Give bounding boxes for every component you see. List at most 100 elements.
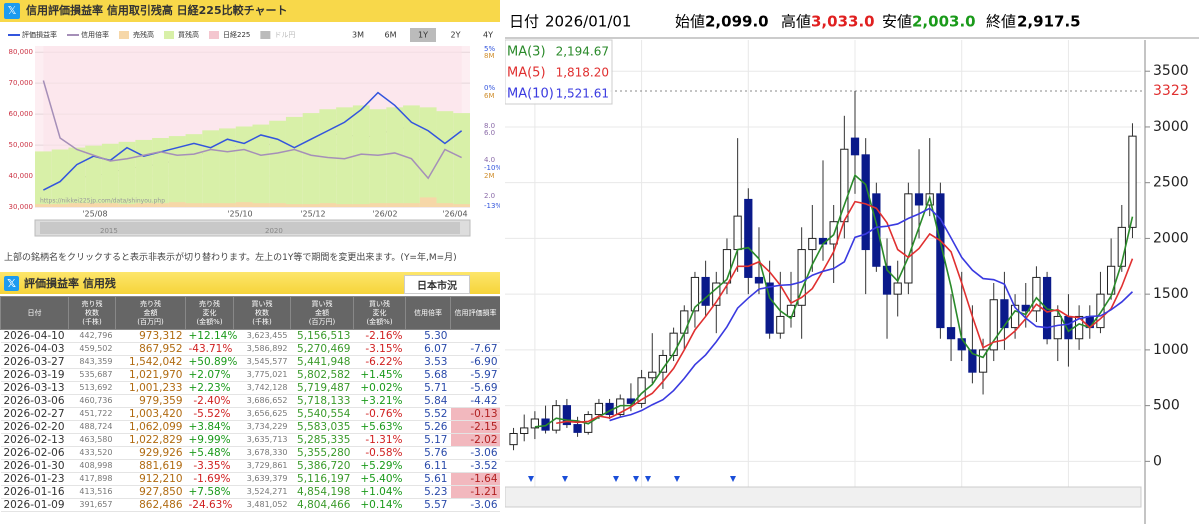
table-cell: 2026-02-13 [0, 433, 69, 447]
range-button[interactable] [377, 28, 404, 42]
right-label: 0% [484, 84, 495, 92]
candle-body [1053, 315, 1062, 340]
column-header-line: 金額 [315, 308, 329, 317]
table-cell: +3.21% [353, 394, 406, 408]
legend-item[interactable]: 日経225 [209, 30, 250, 39]
candle-body [957, 338, 966, 351]
table-cell: 413,516 [68, 485, 116, 499]
table-cell: 3,775,021 [233, 368, 291, 382]
table-cell: 5.52 [405, 407, 451, 421]
table-cell [450, 329, 500, 343]
x-label: '25/12 [300, 210, 325, 219]
column-header-line: 変化 [202, 308, 217, 317]
table-cell: 5,802,582 [290, 368, 354, 382]
table-cell: 463,580 [68, 433, 116, 447]
candle-body [754, 276, 764, 284]
volume-bar [285, 116, 303, 207]
table-cell: -3.15% [353, 342, 406, 356]
column-header-line: 売り残 [81, 299, 103, 308]
candle-body [1000, 299, 1009, 329]
table-cell: 5,386,720 [290, 459, 354, 473]
candle-body [648, 371, 657, 379]
range-button-label: 3M [352, 31, 364, 40]
legend-item[interactable]: 売残高 [119, 30, 154, 39]
x-icon[interactable] [4, 3, 20, 19]
volume-bar [85, 203, 102, 207]
volume-bar [168, 202, 186, 207]
candle-body [904, 193, 913, 284]
legend-label: 日経225 [223, 30, 250, 39]
table-cell: -1.31% [353, 433, 406, 447]
range-button[interactable] [475, 28, 500, 42]
open: 2,099.0 [705, 13, 769, 31]
volume-bar [403, 203, 420, 207]
table-row: 2026-01-16 413,516 927,850 +7.58% 3,524,271 4… [0, 485, 500, 499]
table-cell: 513,692 [68, 381, 116, 395]
legend-item[interactable]: 信用倍率 [67, 30, 109, 39]
volume-bar [369, 109, 387, 207]
volume-bar [336, 204, 353, 207]
table-cell: +2.07% [185, 368, 234, 382]
y-tick-label: 500 [1153, 398, 1180, 414]
table-cell: -6.90 [450, 355, 500, 369]
table-cell: 442,796 [68, 329, 116, 343]
table-cell: +3.84% [185, 420, 234, 434]
candle-body [978, 349, 988, 373]
range-button-label: 1Y [418, 31, 428, 40]
legend-swatch [119, 31, 129, 39]
right-label: -13% [484, 202, 500, 210]
candle-body [882, 265, 892, 295]
volume-bar [35, 204, 52, 207]
table-cell: +5.29% [353, 459, 406, 473]
table-cell: 1,003,420 [115, 407, 186, 421]
column-header: 買い残 変化 (金額%) [353, 296, 406, 330]
table-row: 2026-03-19 535,687 1,021,970 +2.07% 3,775,02… [0, 368, 500, 382]
y-tick-label: 3500 [1153, 63, 1189, 79]
table-row: 2026-03-06 460,736 979,359 -2.40% 3,686,652 5… [0, 394, 500, 408]
table-cell: 2026-01-09 [0, 498, 69, 512]
volume-bar [319, 203, 337, 207]
table-cell: 451,722 [68, 407, 116, 421]
ma-value: 2,194.67 [556, 45, 609, 59]
volume-bar [235, 202, 253, 207]
market-button[interactable]: 日本市況 [404, 275, 470, 294]
ma-line [556, 200, 1134, 425]
table-cell: 3,729,861 [233, 459, 291, 473]
volume-bar [252, 203, 270, 207]
range-button[interactable] [345, 28, 371, 42]
table-cell: +1.45% [353, 368, 406, 382]
right-label: 4.0 [484, 156, 495, 164]
ma-legend-box [505, 39, 613, 105]
range-button[interactable] [442, 28, 469, 42]
date-label: 日付 [509, 13, 539, 31]
table-cell: 433,520 [68, 446, 116, 460]
legend-item[interactable]: 買残高 [164, 30, 199, 39]
x-icon-glyph: 𝕏 [8, 4, 17, 17]
table-cell: 5,270,469 [290, 342, 354, 356]
table-cell: 1,022,829 [115, 433, 186, 447]
table-cell: 912,210 [115, 472, 186, 486]
right-label: 6.0 [484, 129, 495, 137]
table-cell: 5.68 [405, 368, 451, 382]
table-cell: 5,156,513 [290, 329, 354, 343]
volume-bar [436, 111, 454, 207]
table-cell: 881,619 [115, 459, 186, 473]
legend-label: ドル円 [274, 31, 295, 39]
volume-bar [252, 124, 270, 207]
candle-body [520, 427, 529, 434]
x-icon[interactable]: 𝕏 [4, 275, 19, 291]
legend-item[interactable]: 評価損益率 [8, 30, 57, 39]
legend-item[interactable]: ドル円 [260, 31, 295, 39]
table-row: 2026-04-03 459,502 867,952 -43.71% 3,586,892… [0, 342, 500, 356]
table-cell: -3.06 [450, 446, 500, 460]
left-chart: 𝕏 信用評価損益率 信用取引残高 日経225比較チャート 30,000 40,00… [0, 0, 500, 237]
table-cell: +1.04% [353, 485, 406, 499]
table-title: 評価損益率 信用残 [24, 277, 116, 290]
table-cell: 5.17 [405, 433, 451, 447]
volume-bar [135, 203, 153, 207]
range-button[interactable] [410, 28, 436, 42]
candle-body [744, 198, 753, 278]
table-cell: 3,635,713 [233, 433, 291, 447]
navigator-window[interactable] [40, 222, 460, 234]
table-cell: -7.67 [450, 342, 500, 356]
